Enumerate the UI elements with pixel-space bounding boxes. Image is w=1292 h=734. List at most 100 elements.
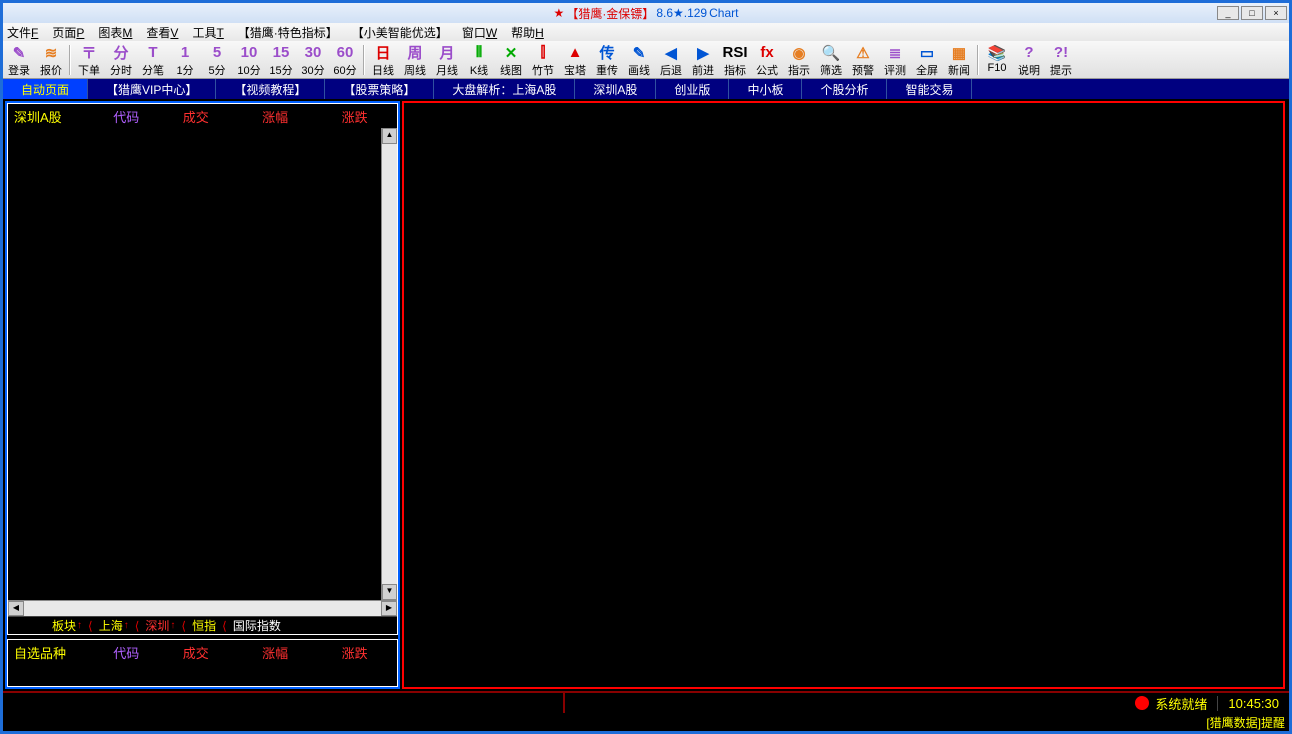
toolbar-前进-button[interactable]: ▶前进 [687, 42, 719, 78]
toolbar-说明-button[interactable]: ?说明 [1013, 42, 1045, 78]
menu-工具[interactable]: 工具T [192, 24, 223, 41]
toolbar-画线-button[interactable]: ✎画线 [623, 42, 655, 78]
up-arrow-icon: ↑ [77, 620, 82, 631]
toolbar-指示-button[interactable]: ◉指示 [783, 42, 815, 78]
toolbar-60分-button[interactable]: 6060分 [329, 42, 361, 78]
toolbar-分时-button[interactable]: 分分时 [105, 42, 137, 78]
toolbar-label: 30分 [301, 62, 324, 76]
tab-【视频教程】[interactable]: 【视频教程】 [216, 79, 325, 99]
toolbar-日线-button[interactable]: 日日线 [367, 42, 399, 78]
线图-icon: ✕ [505, 44, 518, 62]
scroll-down-icon[interactable]: ▼ [382, 584, 397, 600]
list-header-top: 深圳A股 代码 成交 涨幅 涨跌 [8, 104, 397, 128]
10分-icon: 10 [241, 44, 258, 62]
left-bottom-list: 自选品种 代码 成交 涨幅 涨跌 [7, 639, 398, 687]
tab-【股票策略】[interactable]: 【股票策略】 [325, 79, 434, 99]
watchlist-col-0[interactable]: 成交 [183, 643, 232, 662]
toolbar-评测-button[interactable]: ≣评测 [879, 42, 911, 78]
tab-【猎鹰VIP中心】[interactable]: 【猎鹰VIP中心】 [88, 79, 216, 99]
toolbar-提示-button[interactable]: ?!提示 [1045, 42, 1077, 78]
close-button[interactable]: × [1265, 6, 1287, 20]
market-tabs: 板块↑⟨上海↑⟨深圳↑⟨恒指⟨国际指数 [8, 616, 397, 634]
maximize-button[interactable]: □ [1241, 6, 1263, 20]
toolbar-separator [363, 45, 365, 75]
60分-icon: 60 [337, 44, 354, 62]
titlebar: ★ 【猎鹰·金保镖】 8.6★.129 Chart _ □ × [3, 3, 1289, 23]
toolbar-公式-button[interactable]: fx公式 [751, 42, 783, 78]
tab-中小板[interactable]: 中小板 [729, 79, 802, 99]
toolbar-label: 5分 [208, 62, 225, 76]
toolbar-label: 60分 [333, 62, 356, 76]
menu-图表[interactable]: 图表M [98, 24, 132, 41]
title-suffix: Chart [709, 6, 738, 20]
market-tab-上海[interactable]: 上海↑ [95, 617, 133, 634]
menu-【猎鹰·特色指标】[interactable]: 【猎鹰·特色指标】 [238, 24, 338, 41]
scroll-up-icon[interactable]: ▲ [382, 128, 397, 144]
toolbar-重传-button[interactable]: 传重传 [591, 42, 623, 78]
tab-深圳A股[interactable]: 深圳A股 [575, 79, 656, 99]
toolbar-筛选-button[interactable]: 🔍筛选 [815, 42, 847, 78]
toolbar-5分-button[interactable]: 55分 [201, 42, 233, 78]
watchlist-col-2[interactable]: 涨跌 [342, 643, 391, 662]
list-col-0[interactable]: 成交 [183, 107, 232, 126]
menu-查看[interactable]: 查看V [146, 24, 178, 41]
toolbar-K线-button[interactable]: ⫴K线 [463, 42, 495, 78]
toolbar-后退-button[interactable]: ◀后退 [655, 42, 687, 78]
status-dot-icon [1135, 696, 1149, 710]
watchlist-col-1[interactable]: 涨幅 [262, 643, 311, 662]
toolbar-F10-button[interactable]: 📚F10 [981, 42, 1013, 78]
horizontal-scrollbar[interactable]: ◀ ▶ [8, 600, 397, 616]
toolbar-竹节-button[interactable]: ⫿竹节 [527, 42, 559, 78]
menu-帮助[interactable]: 帮助H [511, 24, 544, 41]
toolbar-label: 预警 [852, 62, 874, 76]
list-col-1[interactable]: 涨幅 [262, 107, 311, 126]
toolbar-报价-button[interactable]: ≋报价 [35, 42, 67, 78]
minimize-button[interactable]: _ [1217, 6, 1239, 20]
list-code-col[interactable]: 代码 [113, 107, 153, 126]
toolbar-月线-button[interactable]: 月月线 [431, 42, 463, 78]
tab-创业版[interactable]: 创业版 [656, 79, 729, 99]
5分-icon: 5 [213, 44, 221, 62]
toolbar-label: 日线 [372, 62, 394, 76]
toolbar-label: K线 [470, 62, 488, 76]
30分-icon: 30 [305, 44, 322, 62]
画线-icon: ✎ [633, 44, 646, 62]
menu-页面[interactable]: 页面P [52, 24, 84, 41]
market-tab-板块[interactable]: 板块↑ [48, 617, 86, 634]
scroll-right-icon[interactable]: ▶ [381, 601, 397, 616]
toolbar-全屏-button[interactable]: ▭全屏 [911, 42, 943, 78]
menu-文件[interactable]: 文件F [7, 24, 38, 41]
toolbar-预警-button[interactable]: ⚠预警 [847, 42, 879, 78]
toolbar-分笔-button[interactable]: T分笔 [137, 42, 169, 78]
chart-panel[interactable] [402, 101, 1285, 689]
toolbar-label: F10 [988, 62, 1007, 76]
tab-大盘解析：上海A股[interactable]: 大盘解析：上海A股 [434, 79, 575, 99]
up-arrow-icon: ↑ [124, 620, 129, 631]
menu-【小美智能优选】[interactable]: 【小美智能优选】 [352, 24, 448, 41]
toolbar-指标-button[interactable]: RSI指标 [719, 42, 751, 78]
market-tab-恒指[interactable]: 恒指 [188, 617, 220, 634]
market-tab-深圳[interactable]: 深圳↑ [141, 617, 179, 634]
tab-智能交易[interactable]: 智能交易 [887, 79, 972, 99]
报价-icon: ≋ [45, 44, 58, 62]
vertical-scrollbar[interactable]: ▲ ▼ [381, 128, 397, 600]
F10-icon: 📚 [988, 44, 1007, 62]
toolbar-label: 线图 [500, 62, 522, 76]
toolbar-10分-button[interactable]: 1010分 [233, 42, 265, 78]
market-tab-国际指数[interactable]: 国际指数 [229, 617, 285, 634]
list-col-2[interactable]: 涨跌 [342, 107, 391, 126]
toolbar-线图-button[interactable]: ✕线图 [495, 42, 527, 78]
toolbar-1分-button[interactable]: 11分 [169, 42, 201, 78]
toolbar-下单-button[interactable]: 〒下单 [73, 42, 105, 78]
scroll-left-icon[interactable]: ◀ [8, 601, 24, 616]
tab-自动页面[interactable]: 自动页面 [3, 79, 88, 99]
toolbar-15分-button[interactable]: 1515分 [265, 42, 297, 78]
toolbar-宝塔-button[interactable]: ▲宝塔 [559, 42, 591, 78]
watchlist-code-col[interactable]: 代码 [113, 643, 153, 662]
toolbar-周线-button[interactable]: 周周线 [399, 42, 431, 78]
toolbar-新闻-button[interactable]: ▦新闻 [943, 42, 975, 78]
menu-窗口[interactable]: 窗口W [462, 24, 497, 41]
toolbar-登录-button[interactable]: ✎登录 [3, 42, 35, 78]
tab-个股分析[interactable]: 个股分析 [802, 79, 887, 99]
toolbar-30分-button[interactable]: 3030分 [297, 42, 329, 78]
